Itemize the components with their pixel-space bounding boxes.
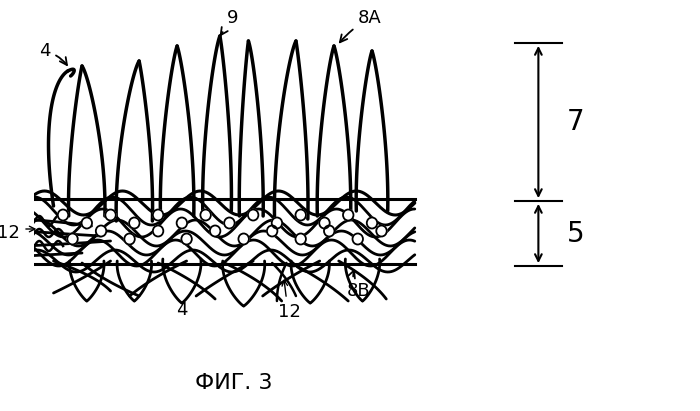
Circle shape: [324, 226, 335, 236]
Circle shape: [176, 217, 187, 229]
Text: 8А: 8А: [340, 9, 382, 42]
Text: 8В: 8В: [346, 270, 370, 300]
Circle shape: [125, 233, 135, 245]
Circle shape: [267, 226, 277, 236]
Circle shape: [295, 210, 306, 220]
Circle shape: [67, 233, 78, 245]
Circle shape: [343, 210, 354, 220]
Circle shape: [58, 210, 69, 220]
Circle shape: [377, 226, 386, 236]
Text: 12: 12: [278, 303, 301, 321]
Circle shape: [105, 210, 116, 220]
Text: 7: 7: [567, 108, 584, 136]
Circle shape: [82, 217, 92, 229]
Circle shape: [153, 226, 163, 236]
Circle shape: [272, 217, 282, 229]
Circle shape: [210, 226, 220, 236]
Text: 4: 4: [176, 301, 188, 319]
Circle shape: [200, 210, 211, 220]
Circle shape: [248, 210, 258, 220]
Circle shape: [367, 217, 377, 229]
Circle shape: [181, 233, 192, 245]
Circle shape: [295, 233, 306, 245]
Circle shape: [153, 210, 163, 220]
Text: 12: 12: [0, 224, 20, 242]
Circle shape: [129, 217, 139, 229]
Text: ФИГ. 3: ФИГ. 3: [195, 373, 273, 393]
Circle shape: [319, 217, 330, 229]
Text: 9: 9: [220, 9, 238, 35]
Circle shape: [353, 233, 363, 245]
Text: 4: 4: [39, 42, 67, 65]
Circle shape: [239, 233, 249, 245]
Circle shape: [224, 217, 234, 229]
Circle shape: [96, 226, 106, 236]
Text: 5: 5: [567, 219, 584, 247]
